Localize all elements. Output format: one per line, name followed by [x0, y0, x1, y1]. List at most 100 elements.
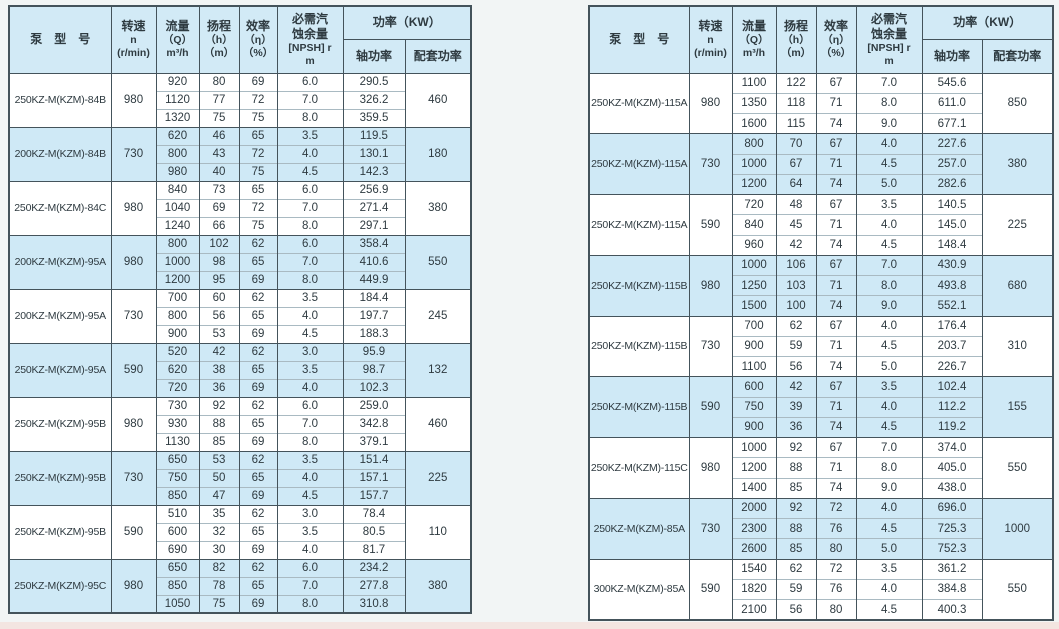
npsh-cell: 6.0	[276, 180, 343, 199]
npsh-cell: 3.5	[276, 522, 343, 541]
head-cell: 32	[198, 522, 239, 541]
shaft-power-cell: 358.4	[342, 234, 405, 253]
npsh-cell: 4.0	[276, 540, 343, 559]
efficiency-cell: 67	[815, 254, 856, 276]
head-cell: 47	[198, 486, 239, 505]
npsh-cell: 7.0	[276, 576, 343, 595]
table-row: 250KZ-M(KZM)-95B 590 510 35 62 3.0 78.4 110	[8, 504, 471, 559]
flow-cell: 1600	[731, 112, 776, 134]
efficiency-cell: 75	[238, 108, 277, 127]
head-cell: 98	[198, 252, 239, 271]
efficiency-cell: 62	[238, 450, 277, 469]
table-row: 900 36 74 4.5 119.2	[589, 416, 1053, 438]
flow-cell: 1400	[731, 477, 776, 499]
head-cell: 122	[775, 72, 816, 94]
head-cell: 77	[198, 90, 239, 109]
npsh-cell: 7.0	[855, 72, 922, 94]
table-row: 750 39 71 4.0 112.2	[589, 396, 1053, 418]
head-cell: 30	[198, 540, 239, 559]
flow-cell: 1000	[155, 252, 199, 271]
efficiency-cell: 69	[238, 432, 277, 451]
header-pump-model: 泵 型 号	[588, 5, 690, 74]
efficiency-cell: 62	[238, 234, 277, 253]
matching-power-cell: 380	[404, 180, 471, 235]
matching-power-cell: 1000	[981, 497, 1053, 559]
speed-cell: 730	[110, 126, 156, 181]
flow-cell: 1540	[731, 558, 776, 580]
shaft-power-cell: 359.5	[342, 108, 405, 127]
efficiency-cell: 62	[238, 558, 277, 577]
flow-cell: 1000	[731, 254, 776, 276]
speed-cell: 590	[688, 194, 732, 256]
npsh-cell: 4.0	[276, 378, 343, 397]
shaft-power-cell: 326.2	[342, 90, 405, 109]
shaft-power-cell: 184.4	[342, 288, 405, 307]
flow-cell: 650	[155, 558, 199, 577]
flow-cell: 1820	[731, 578, 776, 600]
speed-cell: 730	[688, 315, 732, 377]
npsh-cell: 4.0	[855, 396, 922, 418]
speed-cell: 590	[688, 376, 732, 438]
shaft-power-cell: 282.6	[921, 173, 982, 195]
head-cell: 70	[775, 133, 816, 154]
head-cell: 42	[198, 342, 239, 361]
efficiency-cell: 71	[815, 92, 856, 114]
head-cell: 80	[198, 72, 239, 91]
npsh-cell: 3.5	[855, 376, 922, 397]
flow-cell: 720	[155, 378, 199, 397]
flow-cell: 920	[155, 72, 199, 91]
header-power: 功率（KW）	[342, 5, 472, 40]
head-cell: 40	[198, 162, 239, 181]
shaft-power-cell: 151.4	[342, 450, 405, 469]
flow-cell: 960	[731, 234, 776, 256]
pump-spec-table-right: 泵 型 号 转速 n (r/min) 流量 （Q） m³/h 扬程 （h） （m） 效率 （η…	[588, 5, 1054, 621]
npsh-cell: 3.0	[276, 504, 343, 523]
table-row: 250KZ-M(KZM)-85A 730 2000 92 72 4.0 696.0 1000	[588, 497, 1053, 559]
shaft-power-cell: 80.5	[342, 522, 405, 541]
npsh-cell: 3.5	[855, 193, 922, 215]
matching-power-cell: 550	[981, 437, 1053, 499]
head-cell: 88	[775, 457, 816, 478]
efficiency-cell: 75	[238, 162, 277, 181]
efficiency-cell: 69	[238, 270, 277, 289]
flow-cell: 1100	[731, 355, 776, 377]
npsh-cell: 4.0	[276, 144, 343, 163]
flow-cell: 2600	[731, 538, 776, 559]
matching-power-cell: 850	[981, 72, 1053, 134]
table-row: 1500 100 74 9.0 552.1	[589, 295, 1053, 316]
shaft-power-cell: 405.0	[921, 457, 982, 478]
head-cell: 66	[198, 216, 239, 235]
shaft-power-cell: 256.9	[342, 180, 405, 199]
shaft-power-cell: 176.4	[921, 315, 982, 337]
shaft-power-cell: 290.5	[342, 72, 405, 91]
model-cell: 250KZ-M(KZM)-115B	[588, 315, 689, 377]
npsh-cell: 9.0	[855, 295, 922, 316]
head-cell: 36	[775, 416, 816, 438]
efficiency-cell: 71	[815, 396, 856, 418]
efficiency-cell: 71	[815, 153, 856, 175]
shaft-power-cell: 545.6	[921, 72, 982, 94]
npsh-cell: 8.0	[276, 270, 343, 289]
efficiency-cell: 65	[238, 414, 277, 433]
npsh-cell: 9.0	[855, 112, 922, 134]
efficiency-cell: 69	[238, 378, 277, 397]
head-cell: 42	[775, 234, 816, 256]
shaft-power-cell: 552.1	[921, 295, 982, 316]
npsh-cell: 7.0	[276, 414, 343, 433]
table-row: 1000 67 71 4.5 257.0	[589, 153, 1053, 175]
shaft-power-cell: 142.3	[342, 162, 405, 181]
efficiency-cell: 67	[815, 193, 856, 215]
shaft-power-cell: 226.7	[921, 355, 982, 377]
flow-cell: 1200	[731, 173, 776, 195]
flow-cell: 700	[731, 315, 776, 337]
efficiency-cell: 75	[238, 216, 277, 235]
matching-power-cell: 110	[404, 504, 471, 559]
head-cell: 45	[775, 214, 816, 235]
speed-cell: 730	[110, 288, 156, 343]
table-row: 1350 118 71 8.0 611.0	[589, 92, 1053, 114]
efficiency-cell: 69	[238, 486, 277, 505]
npsh-cell: 4.0	[855, 497, 922, 519]
flow-cell: 1100	[731, 72, 776, 94]
efficiency-cell: 74	[815, 234, 856, 256]
efficiency-cell: 76	[815, 578, 856, 600]
